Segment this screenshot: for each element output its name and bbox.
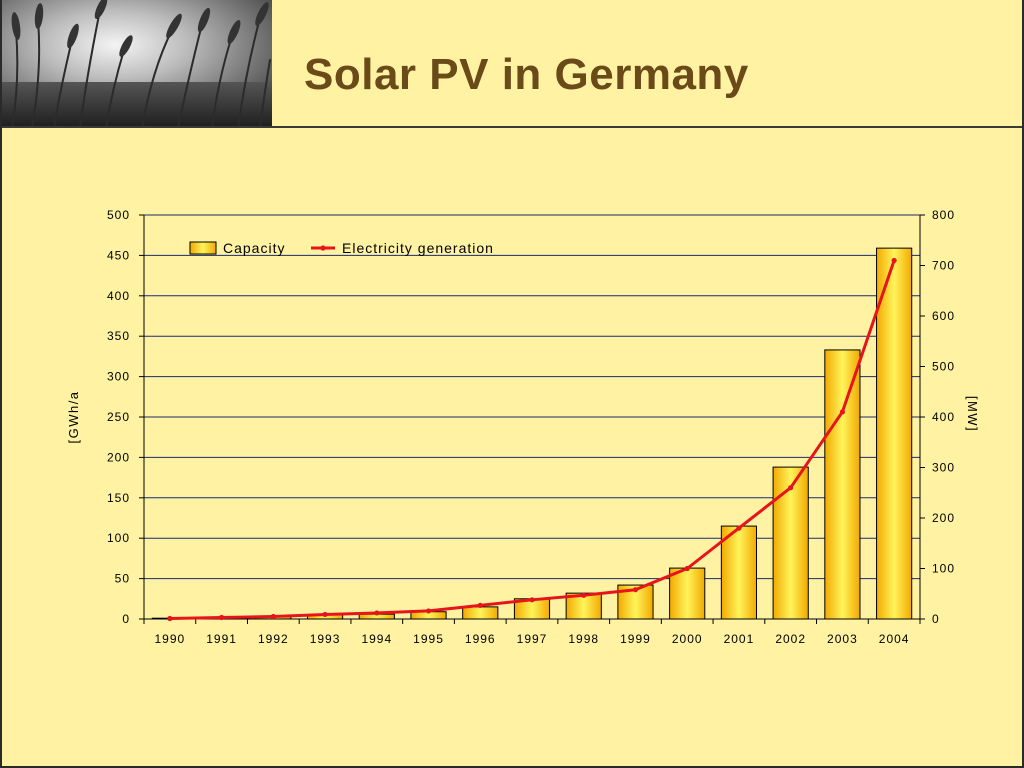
right-axis-label: [MW] bbox=[965, 396, 980, 432]
x-tick-label: 1997 bbox=[517, 632, 548, 646]
right-tick-label: 0 bbox=[932, 612, 940, 626]
x-tick-label: 1992 bbox=[258, 632, 289, 646]
legend-generation-marker bbox=[320, 245, 326, 251]
x-tick-label: 1990 bbox=[155, 632, 186, 646]
x-tick-label: 1994 bbox=[361, 632, 392, 646]
left-tick-label: 250 bbox=[107, 410, 130, 424]
chart-legend: Capacity Electricity generation bbox=[189, 240, 494, 256]
right-tick-label: 100 bbox=[932, 562, 955, 576]
generation-point-1999 bbox=[632, 587, 639, 593]
x-tick-label: 2000 bbox=[672, 632, 703, 646]
generation-point-1998 bbox=[581, 592, 587, 598]
x-tick-label: 1998 bbox=[568, 632, 599, 646]
left-tick-label: 0 bbox=[122, 612, 130, 626]
capacity-bar-2004 bbox=[876, 247, 913, 620]
generation-point-2004 bbox=[891, 257, 897, 264]
generation-point-1991 bbox=[219, 614, 225, 621]
legend-capacity-swatch bbox=[189, 241, 217, 255]
wheat-field-photo bbox=[2, 0, 272, 128]
left-tick-label: 300 bbox=[107, 370, 130, 384]
legend-generation-label: Electricity generation bbox=[342, 240, 494, 256]
x-tick-label: 2004 bbox=[879, 632, 910, 646]
left-tick-label: 400 bbox=[107, 289, 130, 303]
x-tick-label: 2002 bbox=[775, 632, 806, 646]
generation-point-2003 bbox=[839, 409, 846, 415]
left-tick-label: 450 bbox=[107, 248, 130, 262]
x-tick-label: 1993 bbox=[310, 632, 341, 646]
capacity-bar-1996 bbox=[462, 606, 499, 620]
generation-line-series bbox=[167, 257, 897, 622]
generation-point-2002 bbox=[788, 485, 794, 491]
title-divider bbox=[2, 126, 1022, 128]
generation-point-1997 bbox=[529, 597, 535, 603]
slide-title: Solar PV in Germany bbox=[304, 50, 749, 99]
generation-point-2001 bbox=[736, 525, 742, 531]
wheat-field-image bbox=[2, 0, 272, 128]
generation-point-1994 bbox=[374, 610, 380, 616]
generation-point-1990 bbox=[167, 615, 173, 622]
left-tick-label: 50 bbox=[115, 572, 130, 586]
right-tick-label: 200 bbox=[932, 511, 955, 525]
legend-capacity-label: Capacity bbox=[223, 240, 285, 256]
x-tick-label: 2003 bbox=[827, 632, 858, 646]
generation-point-1995 bbox=[425, 608, 432, 614]
right-tick-label: 800 bbox=[932, 208, 955, 222]
x-tick-label: 1996 bbox=[465, 632, 496, 646]
generation-point-1993 bbox=[322, 611, 328, 618]
generation-point-2000 bbox=[684, 565, 690, 572]
left-axis-label: [GWh/a bbox=[66, 390, 81, 443]
right-tick-label: 700 bbox=[932, 259, 955, 273]
generation-point-1992 bbox=[270, 613, 276, 620]
right-tick-label: 600 bbox=[932, 309, 955, 323]
capacity-bars bbox=[151, 247, 913, 620]
x-tick-label: 1991 bbox=[206, 632, 237, 646]
capacity-bar-2000 bbox=[669, 567, 706, 620]
left-tick-label: 150 bbox=[107, 491, 130, 505]
tick-labels: 0 50 100 150 200 250 300 350 400 450 500 0 100 200 300… bbox=[107, 208, 955, 646]
right-tick-label: 300 bbox=[932, 461, 955, 475]
generation-point-1996 bbox=[477, 602, 483, 608]
capacity-bar-2003 bbox=[824, 349, 861, 620]
x-tick-label: 1995 bbox=[413, 632, 444, 646]
left-tick-label: 100 bbox=[107, 531, 130, 545]
right-tick-label: 400 bbox=[932, 410, 955, 424]
left-tick-label: 350 bbox=[107, 329, 130, 343]
left-tick-label: 200 bbox=[107, 450, 130, 464]
left-tick-label: 500 bbox=[107, 208, 130, 222]
x-tick-label: 1999 bbox=[620, 632, 651, 646]
capacity-bar-2001 bbox=[720, 525, 758, 620]
x-tick-label: 2001 bbox=[724, 632, 755, 646]
right-tick-label: 500 bbox=[932, 360, 955, 374]
capacity-bar-2002 bbox=[772, 466, 809, 620]
